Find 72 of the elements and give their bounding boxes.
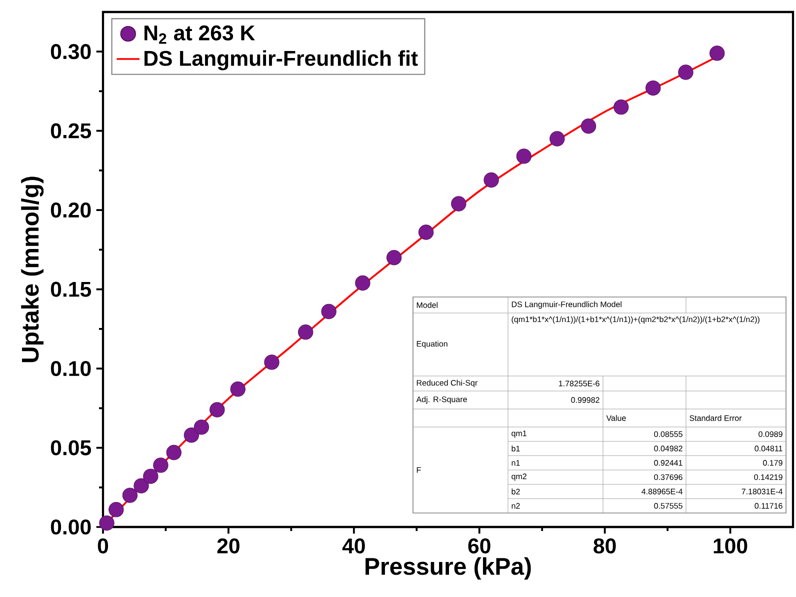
annotation: 0.92441 [654, 460, 682, 466]
annotation: 7.18031E-4 [742, 488, 783, 494]
point [418, 224, 434, 240]
annotation: 0.99982 [571, 397, 600, 403]
point [580, 118, 596, 134]
point [230, 382, 246, 397]
annotation: (qm1*b1*x^(1/n1))/(1+b1*x^(1/n1))+(qm2*b2*x^(1/n2))/(1+b2*x^(1/n2)) [512, 316, 760, 324]
point [134, 478, 149, 494]
annotation: n1 [512, 460, 520, 466]
annotation: 0.14219 [754, 474, 782, 480]
annotation: 0.04811 [754, 446, 782, 452]
annotation: 4.88965E-4 [642, 488, 683, 494]
x-tick-label: 40 [342, 538, 365, 554]
y-tick-label: 0.30 [50, 44, 91, 60]
point [710, 46, 725, 61]
annotation: Standard Error [690, 415, 742, 421]
annotation: b1 [512, 446, 520, 452]
y-tick-label: 0.20 [50, 202, 91, 218]
annotation: Reduced Chi-Sqr [416, 380, 478, 388]
annotation: b2 [512, 488, 520, 494]
point [678, 64, 694, 80]
legend-label: N$_{2}$ at 263 K [144, 25, 255, 44]
point [143, 468, 158, 484]
x-tick-label: 0 [98, 538, 108, 554]
point [99, 515, 114, 531]
point [166, 444, 182, 460]
annotation: qm1 [512, 430, 526, 438]
y-axis-title: Uptake (mmol/g) [21, 176, 44, 362]
annotation: 0.0989 [758, 431, 782, 437]
annotation: qm2 [512, 474, 526, 481]
point [484, 172, 499, 188]
y-tick-label: 0.10 [50, 360, 91, 376]
annotation: 1.78255E-6 [558, 380, 600, 386]
x-tick-label: 100 [714, 538, 748, 554]
point [194, 420, 210, 435]
x-tick-label: 60 [468, 538, 490, 554]
point [386, 250, 402, 266]
y-tick-label: 0.25 [50, 123, 92, 138]
annotation: 0.11716 [754, 503, 782, 509]
annotation: DS Langmuir-Freundlich Model [512, 301, 622, 309]
x-tick-label: 20 [217, 538, 240, 554]
point [550, 131, 565, 146]
annotation: F [416, 467, 421, 473]
annotation: Value [606, 415, 626, 421]
x-axis-title: Pressure (kPa) [366, 557, 531, 580]
annotation: 0.08555 [654, 431, 682, 437]
point [122, 488, 138, 503]
point [298, 324, 314, 340]
x-tick-label: 80 [594, 538, 616, 554]
point [516, 148, 532, 164]
y-tick-label: 0.15 [50, 282, 92, 297]
annotation: Model [416, 302, 438, 308]
annotation: 0.57555 [654, 503, 682, 509]
annotation: n2 [512, 503, 520, 509]
y-tick-label: 0.00 [50, 519, 91, 535]
point [355, 275, 370, 291]
annotation: 0.04982 [654, 446, 682, 452]
point [451, 196, 466, 212]
annotation: Adj. R-Square [416, 396, 467, 404]
annotation: 0.37696 [654, 474, 682, 480]
point [108, 502, 124, 518]
point [184, 427, 200, 443]
point [210, 402, 225, 418]
legend-label: DS Langmuir-Freundlich fit [144, 50, 418, 70]
annotation: 0.179 [763, 460, 782, 466]
point [614, 99, 629, 115]
annotation: Equation [416, 340, 448, 348]
y-tick-label: 0.05 [50, 440, 92, 456]
point [321, 304, 336, 320]
point [646, 80, 661, 96]
point [153, 458, 168, 473]
point [264, 354, 280, 370]
